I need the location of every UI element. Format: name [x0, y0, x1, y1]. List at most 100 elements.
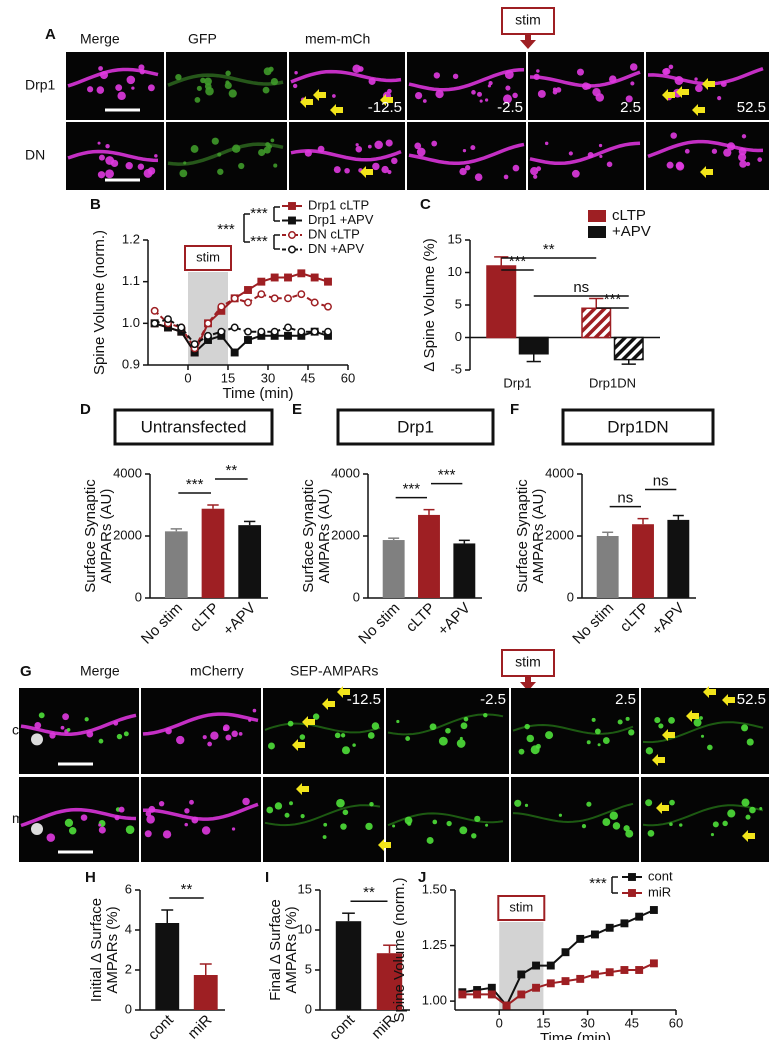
spine: [391, 157, 398, 165]
spine: [608, 75, 617, 83]
arrow: [700, 166, 713, 178]
bar: [155, 923, 180, 1010]
spine: [396, 719, 400, 724]
spine: [252, 708, 257, 713]
marker: [487, 983, 496, 992]
spine: [693, 718, 702, 727]
spine: [115, 84, 123, 92]
legend-label: +APV: [612, 223, 651, 240]
marker: [244, 336, 252, 344]
spine: [158, 800, 165, 807]
y-axis-label: Surface Synaptic: [514, 479, 531, 593]
spine: [524, 803, 529, 807]
marker: [561, 948, 570, 957]
spine: [385, 139, 393, 147]
significance: ***: [604, 291, 622, 308]
spine: [606, 161, 613, 168]
spine: [162, 830, 172, 839]
marker: [546, 979, 555, 988]
spine: [727, 809, 736, 818]
spine: [289, 801, 293, 806]
marker: [324, 327, 332, 336]
spine: [49, 732, 56, 739]
time-label: 52.5: [737, 691, 766, 708]
spine: [367, 144, 372, 149]
dendrite: [529, 141, 641, 166]
arrow: [656, 802, 669, 814]
dendrite: [512, 802, 634, 824]
spine: [66, 728, 71, 732]
arrow: [662, 729, 675, 741]
spine: [300, 814, 305, 819]
dendrite: [512, 723, 634, 735]
y-axis-label: AMPARs (AU): [98, 489, 115, 584]
legend-marker: [288, 231, 296, 239]
spine: [231, 827, 236, 831]
spine: [597, 743, 601, 747]
spine: [431, 140, 438, 147]
y-tick-label: 5: [305, 961, 312, 976]
spine: [98, 66, 103, 71]
spine: [676, 162, 685, 171]
x-axis-label: Time (min): [540, 1030, 611, 1040]
x-tick-label: 30: [261, 370, 275, 385]
marker: [532, 983, 540, 992]
micrograph: [641, 777, 769, 862]
micrograph: [528, 122, 644, 190]
arrow: [676, 86, 689, 98]
stim-box: [501, 649, 555, 677]
x-tick-label: Drp1DN: [589, 375, 636, 390]
spine: [533, 73, 540, 81]
stim-box: [497, 895, 546, 921]
y-tick-label: 4000: [113, 465, 142, 480]
y-axis-label: Spine Volume (norm.): [91, 230, 108, 375]
bar: [164, 531, 188, 598]
y-tick-label: 10: [298, 921, 312, 936]
panel-letter: E: [292, 401, 302, 418]
chart-title: Drp1DN: [607, 417, 668, 436]
spine: [223, 724, 230, 732]
spine: [471, 833, 477, 839]
spine: [225, 734, 232, 741]
stim-arrow: [520, 676, 536, 691]
y-tick-label: 0: [455, 329, 462, 344]
spine: [587, 151, 594, 158]
spine: [333, 166, 341, 174]
spine: [710, 833, 715, 837]
time-label: 2.5: [620, 99, 641, 116]
spine: [97, 141, 101, 145]
spine: [471, 90, 476, 95]
spine: [392, 824, 396, 828]
spine: [581, 824, 587, 829]
spine: [537, 89, 546, 98]
spine: [60, 725, 65, 730]
spine: [98, 823, 102, 827]
dendrite: [67, 149, 159, 163]
spine: [474, 815, 481, 822]
spine: [558, 813, 562, 817]
spine: [602, 818, 611, 826]
spine: [267, 144, 273, 149]
spine: [738, 147, 747, 156]
spine: [263, 67, 272, 76]
spine: [629, 63, 638, 71]
spine: [341, 746, 351, 755]
spine: [369, 801, 374, 807]
spine: [207, 741, 213, 747]
stim-label: stim: [515, 12, 541, 28]
spine: [446, 820, 452, 827]
spine: [571, 169, 580, 178]
stim-label: stim: [509, 899, 533, 914]
arrow: [378, 839, 391, 851]
x-tick-label: 0: [496, 1015, 503, 1030]
spine: [586, 801, 592, 807]
spine: [536, 69, 540, 73]
arrow: [360, 166, 373, 178]
spine: [720, 81, 727, 88]
spine: [64, 818, 74, 828]
spine: [211, 137, 219, 145]
arrow: [692, 104, 705, 116]
spine: [68, 827, 77, 835]
spine: [452, 73, 459, 80]
spine: [340, 823, 347, 830]
